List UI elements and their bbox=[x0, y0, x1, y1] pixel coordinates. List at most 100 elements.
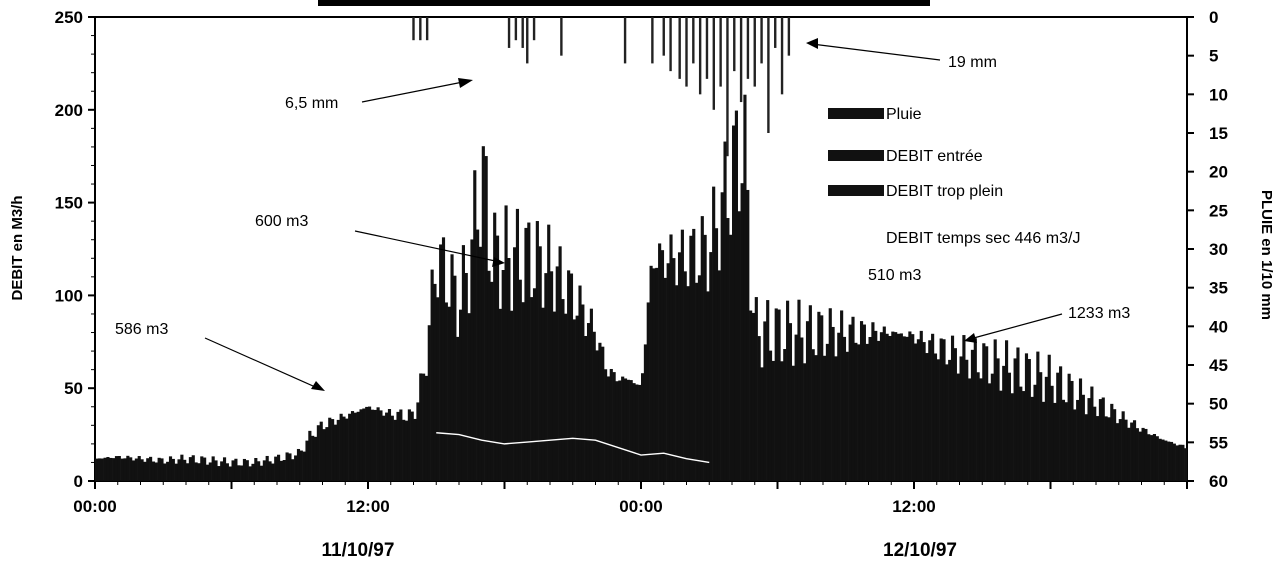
pluie-bar bbox=[739, 17, 743, 103]
debit-entree-bar bbox=[1104, 416, 1108, 481]
debit-entree-bar bbox=[1033, 384, 1037, 481]
debit-entree-bar bbox=[168, 456, 173, 481]
right-tick-label: 10 bbox=[1209, 85, 1228, 104]
debit-entree-bar bbox=[677, 252, 682, 481]
debit-entree-bar bbox=[842, 336, 847, 481]
debit-entree-bar bbox=[308, 430, 312, 481]
debit-entree-bar bbox=[737, 211, 741, 481]
debit-entree-bar bbox=[618, 380, 622, 481]
debit-entree-bar bbox=[453, 275, 457, 481]
pluie-bar bbox=[692, 17, 695, 64]
pluie-bar bbox=[705, 17, 709, 79]
right-tick-label: 25 bbox=[1209, 201, 1228, 220]
debit-entree-bar bbox=[970, 349, 975, 481]
debit-entree-bar bbox=[811, 349, 815, 481]
annotation-arrow-1233-m3 bbox=[969, 313, 1063, 340]
debit-entree-bar bbox=[1138, 431, 1142, 481]
debit-entree-bar bbox=[140, 459, 144, 481]
debit-entree-bar bbox=[586, 323, 591, 481]
debit-entree-bar bbox=[117, 456, 121, 481]
debit-entree-bar bbox=[259, 465, 264, 481]
debit-entree-bar bbox=[302, 451, 306, 481]
debit-entree-bar bbox=[100, 458, 104, 481]
debit-entree-bar bbox=[137, 456, 141, 481]
debit-entree-bar bbox=[205, 464, 210, 481]
debit-entree-bar bbox=[134, 458, 138, 481]
debit-entree-bar bbox=[1064, 402, 1068, 481]
left-tick-label: 50 bbox=[64, 379, 83, 398]
pluie-bar bbox=[719, 17, 722, 87]
pluie-bar bbox=[662, 17, 665, 56]
debit-entree-bar bbox=[936, 359, 940, 481]
debit-entree-bar bbox=[740, 183, 744, 481]
annotation-arrow-6-5-mm bbox=[361, 80, 469, 103]
left-tick-label: 150 bbox=[55, 194, 83, 213]
debit-entree-bar bbox=[296, 448, 301, 481]
debit-entree-bar bbox=[197, 463, 201, 481]
debit-entree-bar bbox=[1093, 406, 1097, 481]
debit-entree-bar bbox=[282, 460, 286, 481]
debit-entree-bar bbox=[501, 270, 505, 481]
pluie-bar bbox=[419, 17, 422, 41]
debit-entree-bar bbox=[521, 302, 525, 481]
debit-entree-bar bbox=[635, 384, 639, 481]
debit-entree-bar bbox=[783, 349, 787, 481]
debit-entree-bar bbox=[788, 323, 793, 481]
debit-entree-bar bbox=[712, 186, 716, 481]
debit-entree-bar bbox=[518, 279, 522, 481]
debit-trop-plein-line-group bbox=[436, 432, 710, 464]
pluie-bar bbox=[651, 17, 654, 64]
debit-entree-bar bbox=[131, 460, 136, 481]
debit-entree-bar bbox=[575, 315, 579, 481]
debit-entree-bar bbox=[638, 384, 642, 481]
debit-entree-bar bbox=[490, 281, 494, 481]
debit-entree-bar bbox=[720, 192, 724, 481]
debit-entree-bar bbox=[279, 460, 283, 481]
debit-entree-bar bbox=[732, 125, 736, 482]
debit-entree-bar bbox=[1107, 417, 1111, 481]
debit-entree-bar bbox=[621, 376, 625, 481]
debit-entree-bar bbox=[114, 456, 119, 481]
pluie-bar bbox=[760, 17, 763, 64]
debit-entree-bar bbox=[1144, 428, 1148, 481]
debit-entree-bar bbox=[291, 459, 295, 481]
debit-entree-bar bbox=[390, 415, 394, 481]
debit-entree-bar bbox=[703, 234, 707, 481]
debit-entree-bar bbox=[896, 333, 901, 481]
debit-entree-bar bbox=[857, 344, 861, 481]
debit-entree-bar bbox=[987, 383, 992, 481]
debit-entree-bar bbox=[103, 457, 107, 481]
debit-entree-bar bbox=[1019, 386, 1023, 481]
debit-entree-bar bbox=[333, 424, 338, 481]
debit-entree-bar bbox=[726, 218, 730, 481]
debit-entree-bar bbox=[459, 309, 463, 481]
right-tick-label: 35 bbox=[1209, 279, 1228, 298]
debit-entree-bar bbox=[757, 336, 761, 481]
debit-entree-bar bbox=[299, 450, 303, 481]
debit-entree-bar bbox=[1090, 386, 1094, 481]
debit-entree-bar bbox=[359, 409, 363, 481]
debit-entree-bar bbox=[709, 252, 713, 481]
debit-entree-bar bbox=[1155, 436, 1159, 481]
debit-entree-bar bbox=[658, 243, 662, 481]
annotation-6-5-mm: 6,5 mm bbox=[285, 95, 338, 112]
pluie-bar bbox=[726, 17, 729, 157]
debit-entree-bar bbox=[1175, 445, 1179, 481]
debit-entree-bar bbox=[751, 312, 756, 481]
debit-entree-bar bbox=[225, 463, 229, 481]
debit-entree-bar bbox=[544, 273, 548, 481]
debit-entree-bar bbox=[629, 380, 633, 481]
debit-entree-bar bbox=[376, 407, 380, 481]
debit-entree-bar bbox=[908, 331, 912, 481]
debit-entree-bar bbox=[288, 453, 292, 481]
debit-entree-bar bbox=[1178, 444, 1182, 481]
right-tick-label: 55 bbox=[1209, 433, 1228, 452]
debit-entree-bar bbox=[350, 411, 355, 481]
debit-entree-bar bbox=[461, 245, 465, 481]
debit-entree-bar bbox=[666, 263, 670, 481]
debit-entree-bar bbox=[606, 376, 611, 481]
date-label-day2: 12/10/97 bbox=[883, 540, 957, 561]
debit-entree-bar bbox=[729, 234, 733, 481]
debit-entree-bar bbox=[965, 359, 969, 481]
